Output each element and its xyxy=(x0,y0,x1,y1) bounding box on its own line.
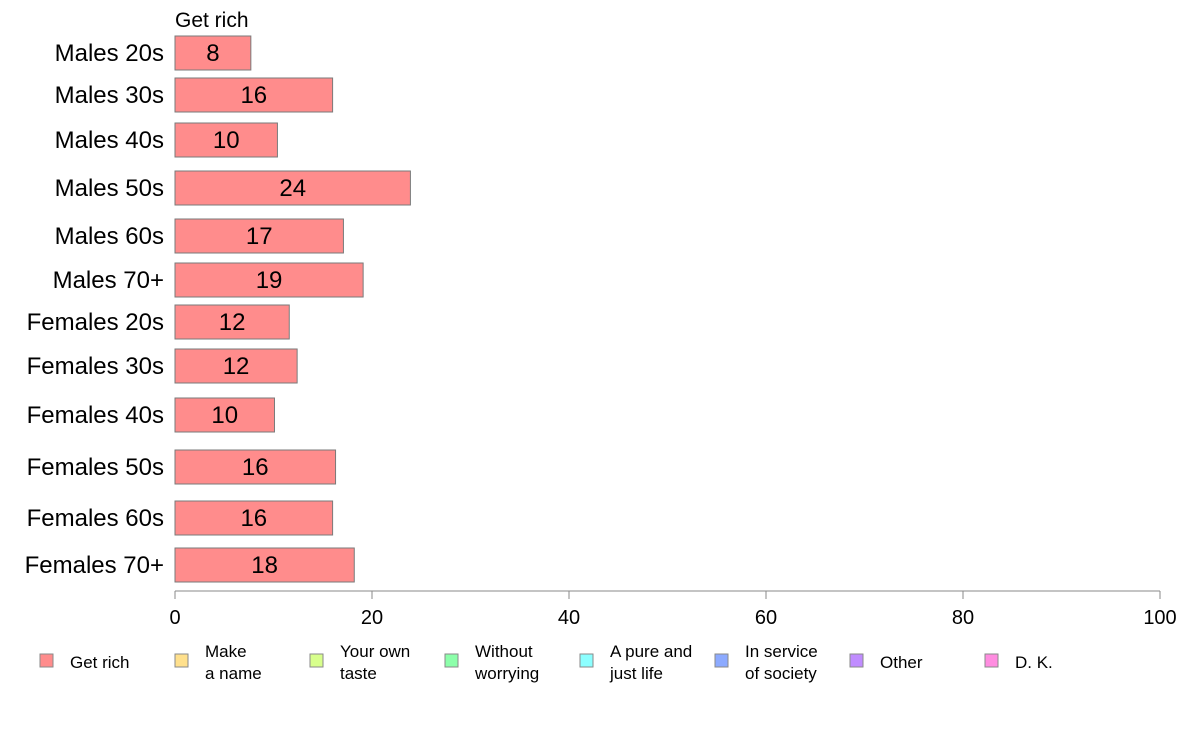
bar xyxy=(174,77,334,113)
data-label: 16 xyxy=(240,505,267,532)
bar xyxy=(174,500,334,536)
data-label: 17 xyxy=(246,223,273,250)
category-label: Males 60s xyxy=(55,223,164,250)
category-label: Males 70+ xyxy=(53,267,164,294)
x-tick-label: 80 xyxy=(952,607,974,629)
bar xyxy=(174,262,364,298)
legend-label: Make xyxy=(205,642,247,661)
legend-swatch xyxy=(174,653,189,668)
x-tick-label: 0 xyxy=(169,607,180,629)
legend-label: taste xyxy=(340,664,377,683)
bar xyxy=(174,547,355,583)
bar xyxy=(174,122,278,158)
x-tick-label: 40 xyxy=(558,607,580,629)
category-label: Males 30s xyxy=(55,82,164,109)
legend-swatch xyxy=(309,653,324,668)
category-label: Males 40s xyxy=(55,127,164,154)
data-label: 10 xyxy=(213,127,240,154)
legend-label: Get rich xyxy=(70,653,130,672)
category-label: Females 20s xyxy=(27,309,164,336)
legend-label: Without xyxy=(475,642,533,661)
x-axis: 0 20 40 60 80 100 xyxy=(169,590,1177,629)
bar xyxy=(174,449,337,485)
legend-label: a name xyxy=(205,664,262,683)
legend-label: worrying xyxy=(474,664,539,683)
bar xyxy=(174,304,290,340)
data-label: 10 xyxy=(211,402,238,429)
bar xyxy=(174,35,252,71)
legend-swatch xyxy=(984,653,999,668)
data-label: 19 xyxy=(256,267,283,294)
data-label: 16 xyxy=(242,454,269,481)
category-label: Females 30s xyxy=(27,353,164,380)
bar xyxy=(174,218,344,254)
legend-label: A pure and xyxy=(610,642,692,661)
data-label: 8 xyxy=(206,40,219,67)
legend-label: D. K. xyxy=(1015,653,1053,672)
legend-label: Your own xyxy=(340,642,410,661)
x-tick-label: 20 xyxy=(361,607,383,629)
legend-label: Other xyxy=(880,653,923,672)
legend-swatch xyxy=(39,653,54,668)
x-tick-label: 100 xyxy=(1143,607,1176,629)
bar xyxy=(174,397,275,433)
category-label: Males 50s xyxy=(55,175,164,202)
data-label: 12 xyxy=(223,353,250,380)
data-label: 24 xyxy=(279,175,306,202)
legend-label: In service xyxy=(745,642,818,661)
legend-swatch xyxy=(444,653,459,668)
x-tick-label: 60 xyxy=(755,607,777,629)
legend-swatch xyxy=(579,653,594,668)
category-label: Females 60s xyxy=(27,505,164,532)
bar xyxy=(174,348,298,384)
legend-swatch xyxy=(849,653,864,668)
legend: Get rich Make a name Your own taste Without wo… xyxy=(39,642,1053,683)
legend-label: of society xyxy=(745,664,817,683)
legend-swatch xyxy=(714,653,729,668)
category-label: Females 50s xyxy=(27,454,164,481)
legend-label: just life xyxy=(609,664,663,683)
category-label: Females 70+ xyxy=(25,552,164,579)
data-label: 16 xyxy=(240,82,267,109)
category-label: Females 40s xyxy=(27,402,164,429)
bar xyxy=(174,170,411,206)
data-label: 12 xyxy=(219,309,246,336)
data-label: 18 xyxy=(251,552,278,579)
bars-layer: Males 20s 8 Males 30s 16 Males 40s 10 Males 50… xyxy=(25,35,411,583)
category-label: Males 20s xyxy=(55,40,164,67)
chart-title: Get rich xyxy=(175,9,249,32)
